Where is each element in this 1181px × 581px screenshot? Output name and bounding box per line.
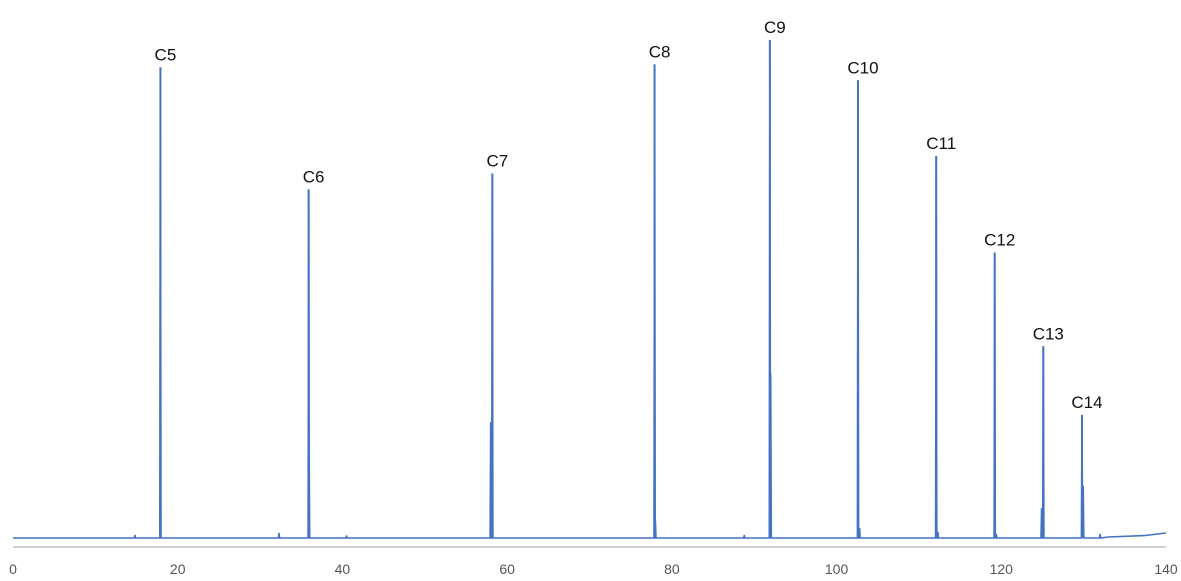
x-tick-label: 0 <box>9 561 17 577</box>
peak-label-c11: C11 <box>926 134 956 153</box>
x-tick-label: 80 <box>664 561 680 577</box>
peak-label-c6: C6 <box>303 167 325 186</box>
peak-label-c10: C10 <box>847 58 878 77</box>
peak-label-c13: C13 <box>1033 324 1064 343</box>
peak-label-c14: C14 <box>1071 393 1102 412</box>
x-tick-label: 100 <box>825 561 849 577</box>
peak-label-c5: C5 <box>155 45 177 64</box>
x-axis-ticks: 0 20 40 60 80 100 120 140 <box>9 561 1178 577</box>
peak-label-c8: C8 <box>649 42 671 61</box>
series-line <box>13 39 1167 539</box>
x-tick-label: 140 <box>1154 561 1178 577</box>
peak-labels: C5 C6 C7 C8 C9 C10 C11 C12 C13 C14 <box>155 18 1103 538</box>
x-tick-label: 60 <box>499 561 515 577</box>
x-tick-label: 120 <box>990 561 1014 577</box>
x-tick-label: 20 <box>170 561 186 577</box>
peak-label-c9: C9 <box>764 18 786 37</box>
x-tick-label: 40 <box>335 561 351 577</box>
peak-label-c12: C12 <box>984 231 1015 250</box>
peak-label-c7: C7 <box>486 151 508 170</box>
